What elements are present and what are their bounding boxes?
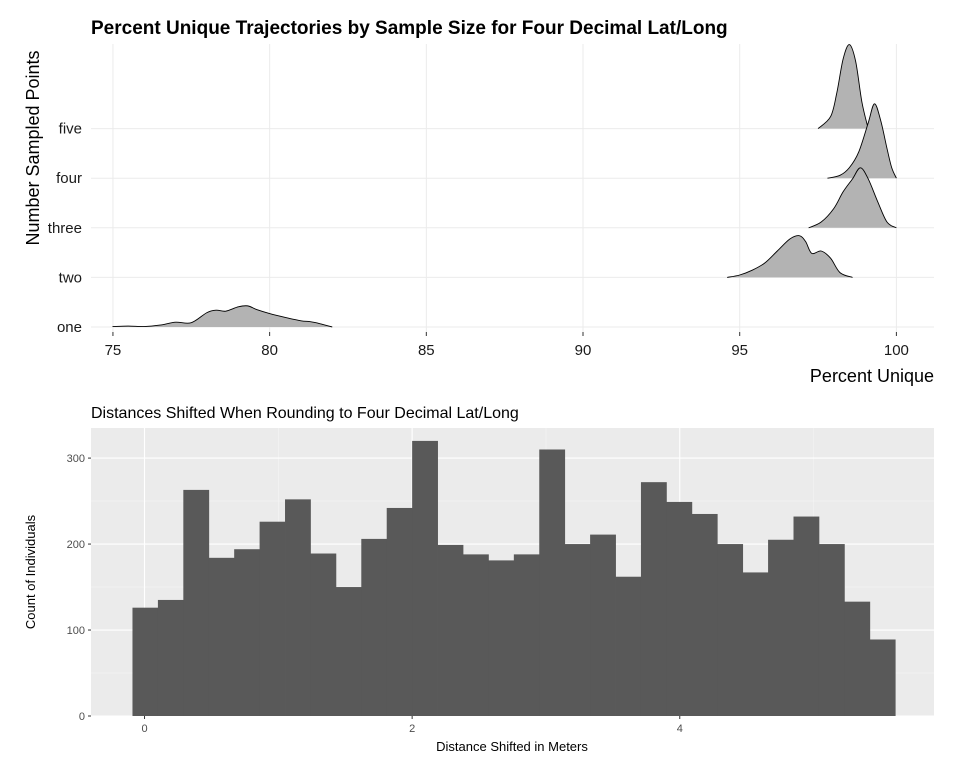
ridgeline-y-tick-label: three <box>48 220 82 237</box>
histogram-bar <box>259 521 286 716</box>
ridgeline-chart: Percent Unique Trajectories by Sample Si… <box>23 18 934 386</box>
ridge-two-area <box>727 235 853 278</box>
histogram-bar <box>640 482 667 716</box>
histogram-title: Distances Shifted When Rounding to Four … <box>91 405 519 422</box>
ridge-five-area <box>818 44 869 129</box>
histogram-bar <box>437 544 464 716</box>
histogram-x-axis-label: Distance Shifted in Meters <box>436 739 588 754</box>
histogram-bar <box>285 499 311 716</box>
histogram-y-ticks: 0 100 200 300 <box>67 453 91 723</box>
histogram-bar <box>666 501 693 716</box>
histogram-bar <box>157 599 184 716</box>
ridgeline-ridges <box>112 44 897 328</box>
ridge-one-area <box>112 305 333 327</box>
ridgeline-x-tick-label: 75 <box>105 342 122 359</box>
histogram-bar <box>183 489 210 716</box>
histogram-bar <box>818 544 845 716</box>
histogram-y-tick-label: 0 <box>79 711 85 723</box>
histogram-x-ticks: 0 2 4 <box>141 716 683 735</box>
ridgeline-title: Percent Unique Trajectories by Sample Si… <box>91 18 728 39</box>
histogram-bar <box>208 557 235 716</box>
histogram-bar <box>462 554 489 716</box>
histogram-bar <box>590 534 616 716</box>
ridgeline-x-ticks: 75 80 85 90 95 100 <box>105 332 909 359</box>
ridge-four-outline <box>827 103 897 179</box>
histogram-bar <box>234 549 260 716</box>
ridgeline-x-tick-label: 90 <box>575 342 592 359</box>
histogram-bar <box>310 553 337 716</box>
histogram-bar <box>539 449 566 716</box>
ridgeline-x-tick-label: 100 <box>884 342 909 359</box>
histogram-chart: Distances Shifted When Rounding to Four … <box>23 405 934 754</box>
histogram-bar <box>615 576 642 716</box>
histogram-bar <box>768 539 794 716</box>
ridgeline-x-axis-label: Percent Unique <box>810 366 934 386</box>
histogram-bar <box>869 639 896 716</box>
ridgeline-y-axis-label: Number Sampled Points <box>23 50 43 245</box>
ridgeline-y-tick-label: five <box>59 121 82 138</box>
histogram-bar <box>742 572 769 716</box>
histogram-bar <box>386 507 413 716</box>
histogram-y-tick-label: 200 <box>67 539 85 551</box>
ridgeline-grid <box>91 44 934 332</box>
ridgeline-x-tick-label: 95 <box>731 342 748 359</box>
ridge-five-outline <box>817 44 869 129</box>
histogram-y-tick-label: 300 <box>67 453 85 465</box>
ridge-two-outline <box>727 235 853 278</box>
histogram-x-tick-label: 2 <box>409 723 415 735</box>
histogram-bars <box>132 440 896 716</box>
histogram-bar <box>793 516 820 716</box>
histogram-bar <box>132 607 159 716</box>
histogram-bar <box>844 601 871 716</box>
histogram-bar <box>335 587 362 716</box>
histogram-bar <box>513 554 540 716</box>
histogram-bar <box>412 440 438 716</box>
histogram-x-tick-label: 4 <box>677 723 683 735</box>
histogram-y-axis-label: Count of Individuals <box>23 514 38 629</box>
histogram-bar <box>488 560 515 716</box>
ridge-one-outline <box>112 305 333 328</box>
ridgeline-y-tick-label: one <box>57 319 82 336</box>
histogram-bar <box>564 544 591 716</box>
ridgeline-y-tick-label: two <box>59 269 82 286</box>
histogram-bar <box>361 538 388 716</box>
ridgeline-x-tick-label: 85 <box>418 342 435 359</box>
ridge-three-outline <box>808 167 897 229</box>
histogram-x-tick-label: 0 <box>141 723 147 735</box>
ridgeline-y-ticks: one two three four five <box>48 121 82 336</box>
histogram-y-tick-label: 100 <box>67 625 85 637</box>
ridge-four-area <box>827 103 897 179</box>
histogram-bar <box>691 513 718 716</box>
ridgeline-y-tick-label: four <box>56 170 82 187</box>
histogram-bar <box>717 544 744 716</box>
ridgeline-x-tick-label: 80 <box>261 342 278 359</box>
